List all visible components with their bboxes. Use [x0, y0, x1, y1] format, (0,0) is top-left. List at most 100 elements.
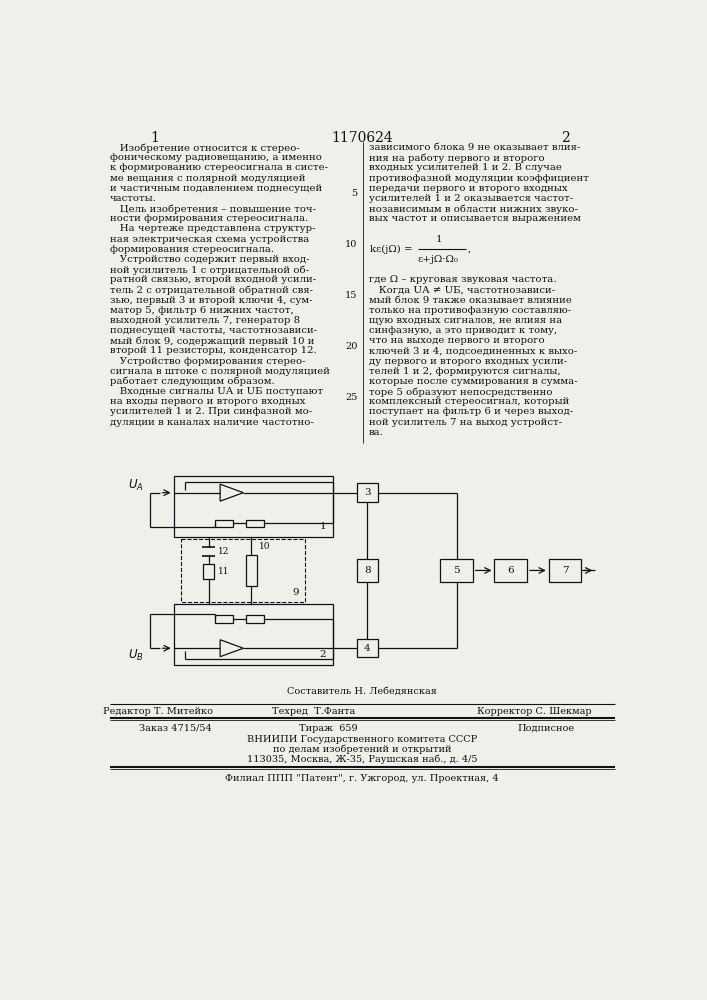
Text: 2: 2 [320, 650, 327, 659]
Text: выходной усилитель 7, генератор 8: выходной усилитель 7, генератор 8 [110, 316, 300, 325]
Text: по делам изобретений и открытий: по делам изобретений и открытий [273, 744, 451, 754]
Text: 8: 8 [364, 566, 370, 575]
Text: Составитель Н. Лебедянская: Составитель Н. Лебедянская [287, 687, 437, 696]
Text: тель 2 с отрицательной обратной свя-: тель 2 с отрицательной обратной свя- [110, 285, 313, 295]
Bar [247, 615, 264, 623]
Text: ε+jΩ·Ω₀: ε+jΩ·Ω₀ [418, 255, 459, 264]
Text: ,: , [467, 245, 471, 254]
Text: и частичным подавлением поднесущей: и частичным подавлением поднесущей [110, 184, 322, 193]
Bar [174, 476, 332, 537]
Text: дуляции в каналах наличие частотно-: дуляции в каналах наличие частотно- [110, 418, 314, 427]
Text: ду первого и второго входных усили-: ду первого и второго входных усили- [369, 357, 567, 366]
Text: ности формирования стереосигнала.: ности формирования стереосигнала. [110, 214, 308, 223]
Bar [182, 539, 305, 602]
Text: ключей 3 и 4, подсоединенных к выхо-: ключей 3 и 4, подсоединенных к выхо- [369, 346, 577, 355]
Text: которые после суммирования в сумма-: которые после суммирования в сумма- [369, 377, 578, 386]
Bar [203, 564, 214, 579]
Text: ва.: ва. [369, 428, 384, 437]
Text: 10: 10 [259, 542, 270, 551]
Bar [356, 483, 378, 502]
Text: Когда UА ≠ UБ, частотнозависи-: Когда UА ≠ UБ, частотнозависи- [369, 285, 555, 294]
Text: только на противофазную составляю-: только на противофазную составляю- [369, 306, 571, 315]
Text: 3: 3 [364, 488, 370, 497]
Text: усилителей 1 и 2 оказывается частот-: усилителей 1 и 2 оказывается частот- [369, 194, 573, 203]
Text: 2: 2 [561, 131, 569, 145]
Bar [174, 604, 332, 665]
Text: второй 11 резисторы, конденсатор 12.: второй 11 резисторы, конденсатор 12. [110, 346, 317, 355]
Text: телей 1 и 2, формируются сигналы,: телей 1 и 2, формируются сигналы, [369, 367, 561, 376]
Text: что на выходе первого и второго: что на выходе первого и второго [369, 336, 544, 345]
Text: 15: 15 [345, 291, 357, 300]
Bar [494, 559, 527, 582]
Text: 1170624: 1170624 [332, 131, 393, 145]
Text: Редактор Т. Митейко: Редактор Т. Митейко [103, 707, 213, 716]
Text: фоническому радиовещанию, а именно: фоническому радиовещанию, а именно [110, 153, 322, 162]
Text: 5: 5 [351, 189, 357, 198]
Bar [356, 639, 378, 657]
Text: 1: 1 [320, 522, 327, 531]
Text: нозависимым в области нижних звуко-: нозависимым в области нижних звуко- [369, 204, 578, 214]
Text: ВНИИПИ Государственного комитета СССР: ВНИИПИ Государственного комитета СССР [247, 735, 477, 744]
Text: ной усилитель 1 с отрицательной об-: ной усилитель 1 с отрицательной об- [110, 265, 309, 275]
Text: 11: 11 [218, 567, 229, 576]
Text: к формированию стереосигнала в систе-: к формированию стереосигнала в систе- [110, 163, 328, 172]
Text: Изобретение относится к стерео-: Изобретение относится к стерео- [110, 143, 300, 153]
Text: 5: 5 [453, 566, 460, 575]
Text: 7: 7 [561, 566, 568, 575]
Text: зависимого блока 9 не оказывает влия-: зависимого блока 9 не оказывает влия- [369, 143, 580, 152]
Text: мый блок 9, содержащий первый 10 и: мый блок 9, содержащий первый 10 и [110, 336, 315, 346]
Text: ной усилитель 7 на выход устройст-: ной усилитель 7 на выход устройст- [369, 418, 562, 427]
Text: ная электрическая схема устройства: ная электрическая схема устройства [110, 235, 310, 244]
Text: Устройство содержит первый вход-: Устройство содержит первый вход- [110, 255, 310, 264]
Polygon shape [220, 640, 243, 657]
Bar [356, 559, 378, 582]
Text: матор 5, фильтр 6 нижних частот,: матор 5, фильтр 6 нижних частот, [110, 306, 294, 315]
Text: 1: 1 [436, 235, 442, 244]
Text: входных усилителей 1 и 2. В случае: входных усилителей 1 и 2. В случае [369, 163, 562, 172]
Text: усилителей 1 и 2. При синфазной мо-: усилителей 1 и 2. При синфазной мо- [110, 407, 312, 416]
Bar [216, 520, 233, 527]
Text: Цель изобретения – повышение точ-: Цель изобретения – повышение точ- [110, 204, 316, 214]
Text: 20: 20 [345, 342, 357, 351]
Bar [246, 555, 257, 586]
Text: вых частот и описывается выражением: вых частот и описывается выражением [369, 214, 580, 223]
Text: поступает на фильтр 6 и через выход-: поступает на фильтр 6 и через выход- [369, 407, 573, 416]
Text: зью, первый 3 и второй ключи 4, сум-: зью, первый 3 и второй ключи 4, сум- [110, 296, 312, 305]
Text: Входные сигналы UА и UБ поступают: Входные сигналы UА и UБ поступают [110, 387, 323, 396]
Text: противофазной модуляции коэффициент: противофазной модуляции коэффициент [369, 174, 589, 183]
Text: Техред  Т.Фанта: Техред Т.Фанта [271, 707, 355, 716]
Text: мый блок 9 также оказывает влияние: мый блок 9 также оказывает влияние [369, 296, 572, 305]
Text: частоты.: частоты. [110, 194, 157, 203]
Text: на входы первого и второго входных: на входы первого и второго входных [110, 397, 305, 406]
Text: Филиал ППП "Патент", г. Ужгород, ул. Проектная, 4: Филиал ППП "Патент", г. Ужгород, ул. Про… [225, 774, 498, 783]
Text: $U_B$: $U_B$ [129, 648, 144, 663]
Polygon shape [220, 484, 243, 501]
Text: синфазную, а это приводит к тому,: синфазную, а это приводит к тому, [369, 326, 557, 335]
Text: Тираж  659: Тираж 659 [299, 724, 358, 733]
Text: kε(jΩ) =: kε(jΩ) = [370, 245, 413, 254]
Text: формирования стереосигнала.: формирования стереосигнала. [110, 245, 274, 254]
Text: комплексный стереосигнал, который: комплексный стереосигнал, который [369, 397, 569, 406]
Text: 12: 12 [218, 547, 229, 556]
Bar [549, 559, 581, 582]
Text: сигнала в штоке с полярной модуляцией: сигнала в штоке с полярной модуляцией [110, 367, 330, 376]
Text: 10: 10 [345, 240, 357, 249]
Text: передачи первого и второго входных: передачи первого и второго входных [369, 184, 568, 193]
Text: Корректор С. Шекмар: Корректор С. Шекмар [477, 707, 591, 716]
Bar [247, 520, 264, 527]
Text: 6: 6 [508, 566, 514, 575]
Text: На чертеже представлена структур-: На чертеже представлена структур- [110, 224, 315, 233]
Text: $U_A$: $U_A$ [129, 477, 144, 493]
Text: 9: 9 [293, 588, 299, 597]
Text: Устройство формирования стерео-: Устройство формирования стерео- [110, 357, 305, 366]
Text: ния на работу первого и второго: ния на работу первого и второго [369, 153, 544, 163]
Bar [216, 615, 233, 623]
Bar [440, 559, 473, 582]
Text: работает следующим образом.: работает следующим образом. [110, 377, 275, 386]
Text: 4: 4 [364, 644, 370, 653]
Text: 113035, Москва, Ж-35, Раушская наб., д. 4/5: 113035, Москва, Ж-35, Раушская наб., д. … [247, 754, 477, 764]
Text: 1: 1 [150, 131, 158, 145]
Text: ратной связью, второй входной усили-: ратной связью, второй входной усили- [110, 275, 316, 284]
Text: щую входных сигналов, не влияя на: щую входных сигналов, не влияя на [369, 316, 562, 325]
Text: торе 5 образуют непосредственно: торе 5 образуют непосредственно [369, 387, 552, 397]
